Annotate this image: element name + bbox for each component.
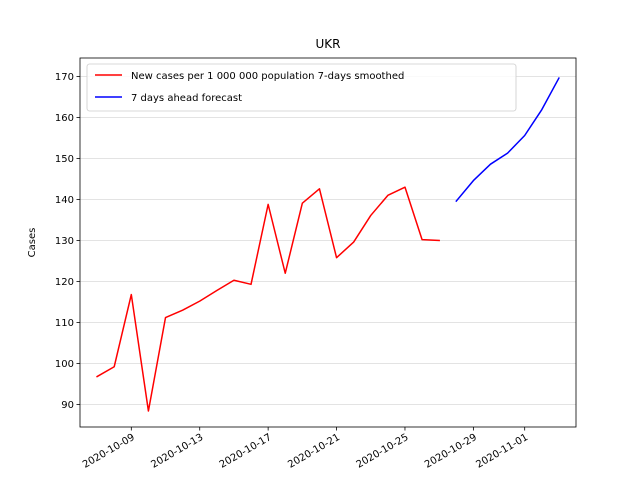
legend-label-1: New cases per 1 000 000 population 7-day… [131, 71, 404, 82]
y-tick-label: 160 [55, 113, 74, 124]
y-tick-label: 110 [55, 318, 74, 329]
axes-frame [79, 57, 577, 428]
legend: New cases per 1 000 000 population 7-day… [86, 63, 517, 112]
y-axis-label: Cases [27, 228, 38, 258]
series-lines [96, 77, 560, 412]
legend-box [86, 63, 517, 112]
y-tick-label: 120 [55, 277, 74, 288]
series-line-1 [96, 186, 440, 412]
y-tick-label: 90 [61, 400, 74, 411]
chart-title: UKR [316, 37, 341, 51]
legend-label-2: 7 days ahead forecast [131, 93, 242, 104]
y-tick-label: 150 [55, 154, 74, 165]
y-tick-label: 100 [55, 359, 74, 370]
y-tick-label: 140 [55, 195, 74, 206]
y-tick-label: 170 [55, 72, 74, 83]
series-line-2 [455, 77, 560, 203]
y-tick-label: 130 [55, 236, 74, 247]
